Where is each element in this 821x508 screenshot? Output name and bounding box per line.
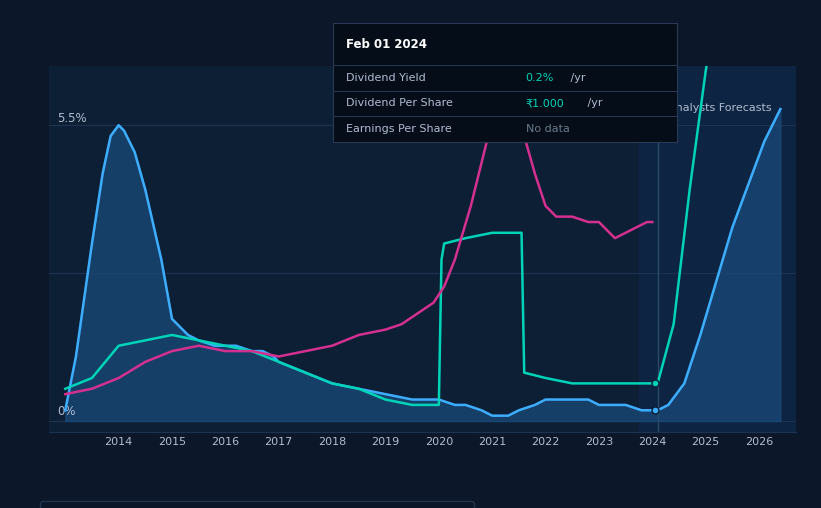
Text: ₹1.000: ₹1.000: [525, 99, 564, 108]
Text: Dividend Per Share: Dividend Per Share: [346, 99, 453, 108]
Bar: [639, 66, 796, 432]
Text: /yr: /yr: [567, 73, 585, 83]
Legend: Dividend Yield, Dividend Per Share, Earnings Per Share: Dividend Yield, Dividend Per Share, Earn…: [40, 501, 474, 508]
Text: 0%: 0%: [57, 405, 76, 419]
Text: /yr: /yr: [585, 99, 603, 108]
Text: Earnings Per Share: Earnings Per Share: [346, 123, 452, 134]
Text: No data: No data: [525, 123, 570, 134]
Text: 0.2%: 0.2%: [525, 73, 554, 83]
Text: Past: Past: [626, 103, 654, 113]
Text: Analysts Forecasts: Analysts Forecasts: [668, 103, 772, 113]
Text: Dividend Yield: Dividend Yield: [346, 73, 426, 83]
Text: Feb 01 2024: Feb 01 2024: [346, 38, 427, 51]
Text: 5.5%: 5.5%: [57, 112, 87, 125]
